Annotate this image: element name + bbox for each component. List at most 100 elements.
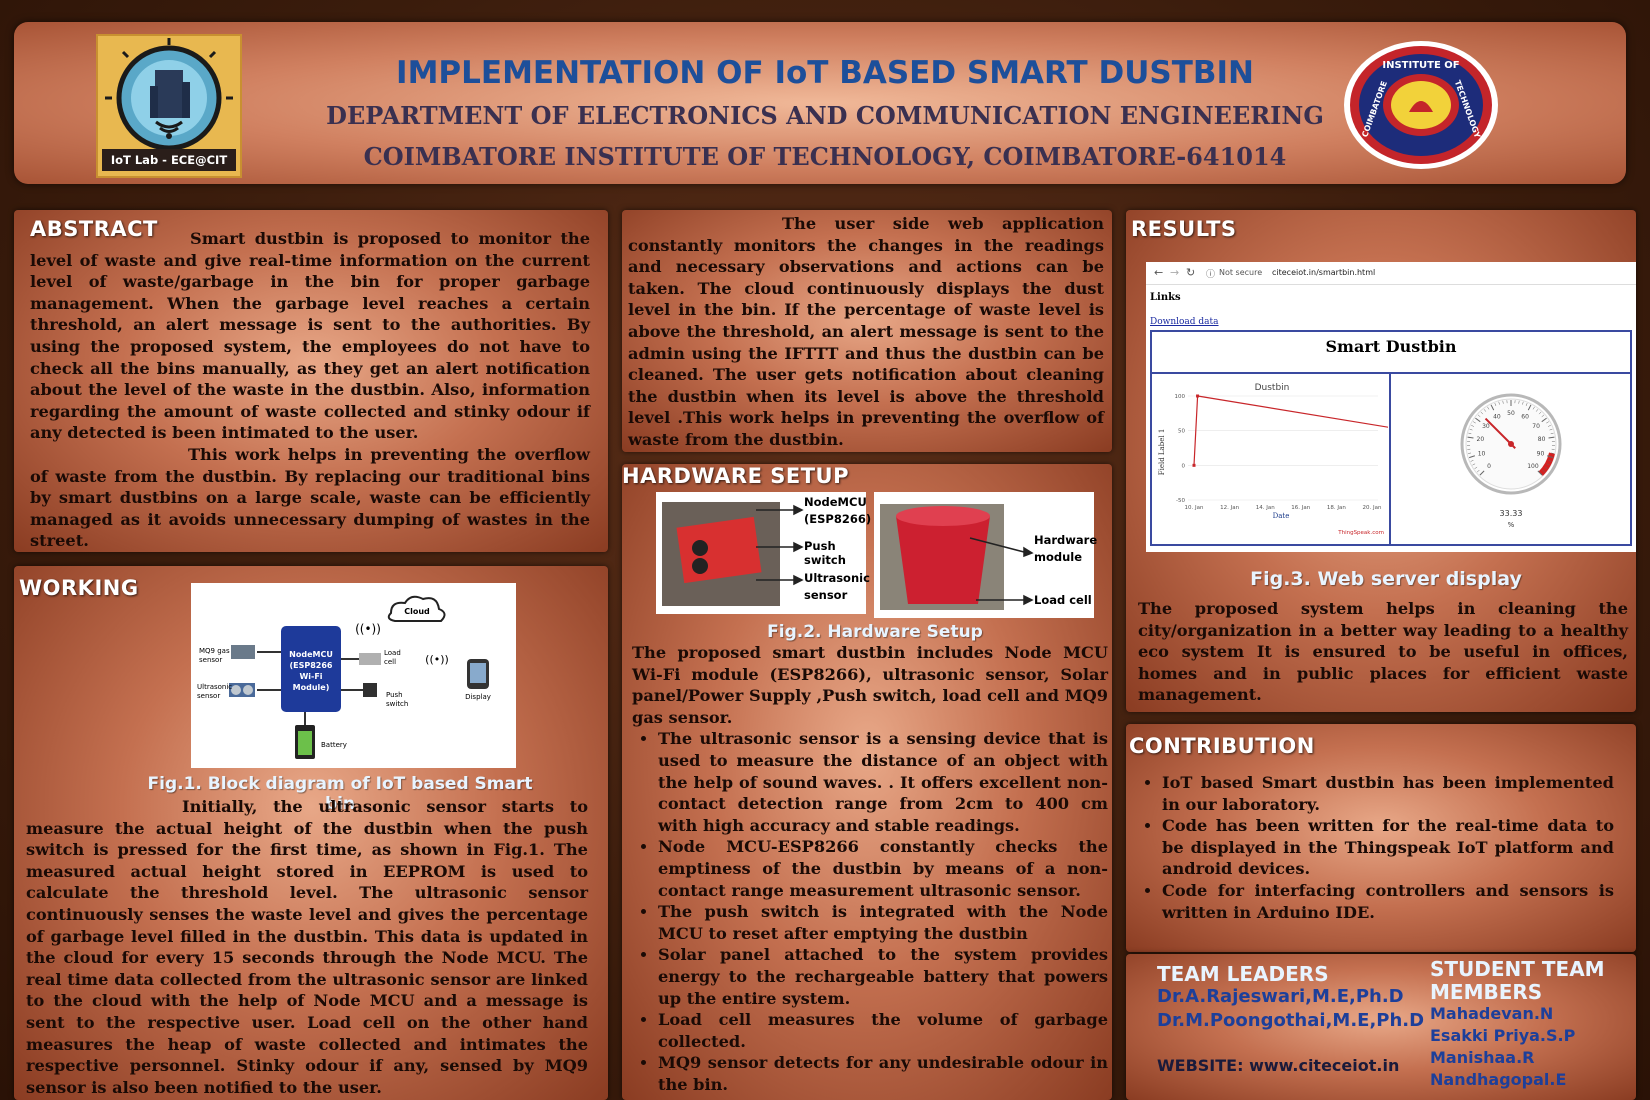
middle-top-text: The user side web application constantly… [628,213,1104,451]
working-text: Initially, the ultrasonic sensor starts … [26,796,588,1098]
hardware-title: HARDWARE SETUP [622,464,849,488]
chart-xtick-label: 12. Jan [1220,505,1239,511]
working-paragraph: Initially, the ultrasonic sensor starts … [26,797,588,1097]
gauge-tick [1538,411,1542,415]
gauge-tick [1549,428,1553,431]
abstract-para-1: Smart dustbin is proposed to monitor the… [30,229,590,443]
chart-credit: ThingSpeak.com [1337,530,1384,536]
diagram-push-label: Push switch [386,691,409,708]
dustbin-title-row [1150,330,1632,374]
student-team-title-line1: STUDENT TEAM [1430,957,1605,981]
chart-point [1196,394,1200,398]
website-label: WEBSITE: www.citeceiot.in [1157,1056,1400,1075]
team-panel [1126,954,1636,1100]
cloud-icon [387,595,446,622]
gauge-tick [1467,436,1474,439]
gauge-tick-label: 10 [1478,451,1486,458]
gauge-tick [1550,432,1554,435]
links-label: Links [1150,292,1181,303]
panel-divider [1389,372,1391,546]
gauge-tick [1470,460,1474,462]
chart-ytick-label: 0 [1182,463,1186,469]
hardware-bullet: The push switch is integrated with the N… [658,901,1108,944]
fig3-caption: Fig.3. Web server display [1250,568,1522,590]
diagram-nodemcu-label: NodeMCU (ESP8266 Wi-Fi Module) [289,650,333,692]
gauge-tick-label: 70 [1532,423,1540,430]
gauge-tick [1502,400,1504,404]
team-leaders-title: TEAM LEADERS [1157,962,1329,986]
gauge-tick [1547,425,1551,427]
gauge-tick [1476,469,1480,473]
dustbin-page-frame [1150,330,1632,546]
gauge-tick [1546,421,1549,424]
hardware-bullets: The ultrasonic sensor is a sensing devic… [632,728,1108,1095]
fig1-caption: Fig.1. Block diagram of IoT based Smart … [147,774,533,814]
chart-xtick-label: 16. Jan [1291,505,1310,511]
gauge-tick [1550,452,1554,454]
chart-ytick-label: 50 [1178,429,1185,435]
download-data-link[interactable]: Download data [1150,317,1219,327]
contribution-text: IoT based Smart dustbin has been impleme… [1136,772,1614,923]
contribution-title: CONTRIBUTION [1129,734,1315,758]
chart-xtick-label: 10. Jan [1185,505,1204,511]
contribution-bullets: IoT based Smart dustbin has been impleme… [1136,772,1614,923]
gauge-tick-label: 40 [1493,413,1501,420]
gauge-tick [1541,417,1547,423]
gauge-tick [1468,432,1472,435]
gauge-tick-label: 60 [1521,413,1529,420]
chart-ylabel: Field Label 1 [1158,429,1166,476]
results-text: The proposed system helps in cleaning th… [1138,599,1628,705]
gauge-tick [1548,436,1555,439]
department-name: DEPARTMENT OF ELECTRONICS AND COMMUNICAT… [326,101,1324,130]
abstract-text: Smart dustbin is proposed to monitor the… [30,228,590,552]
diagram-loadcell-label: Load cell [384,649,401,666]
svg-text:((•)): ((•)) [425,653,449,666]
chart-title: Dustbin [1255,383,1290,393]
contribution-bullet: Code for interfacing controllers and sen… [1162,880,1614,923]
gauge-tick [1527,404,1532,411]
diagram-display-label: Display [465,693,491,701]
diagram-battery-label: Battery [321,741,347,749]
dustbin-page-title: Smart Dustbin [1325,337,1457,356]
student-member: Nandhagopal.E [1430,1070,1567,1089]
gauge-tick [1473,421,1476,424]
hardware-bullet: Solar panel attached to the system provi… [658,944,1108,1009]
working-title: WORKING [19,576,139,600]
gauge-tick [1477,414,1481,418]
iot-lab-logo: IoT Lab - ECE@CIT [96,34,242,178]
hardware-bullet: Node MCU-ESP8266 constantly checks the e… [658,836,1108,901]
gauge-tick-label: 30 [1482,423,1490,430]
cit-seal-icon: INSTITUTE OF COIMBATORE TECHNOLOGY [1344,41,1498,169]
gauge-tick [1518,400,1520,404]
abstract-title: ABSTRACT [30,217,158,241]
chart-xtick-label: 20. Jan [1363,505,1382,511]
institute-name: COIMBATORE INSTITUTE OF TECHNOLOGY, COIM… [363,142,1287,171]
gauge-tick [1490,404,1495,411]
gauge-value: 33.33 [1500,509,1523,518]
team-leader: Dr.A.Rajeswari,M.E,Ph.D [1157,986,1404,1007]
gauge-tick [1468,452,1472,454]
middle-top-panel [622,210,1112,452]
gauge-tick [1532,406,1535,410]
info-icon: ⓘ [1206,270,1216,280]
hw-label-ultrasonic: Ultrasonic sensor [804,571,870,602]
poster-title: IMPLEMENTATION OF IoT BASED SMART DUSTBI… [396,55,1254,91]
gauge-tick [1480,411,1484,415]
lightbulb-city-icon [102,38,236,171]
chart-series-line [1193,395,1388,466]
gauge-tick [1522,401,1524,405]
cit-emblem: INSTITUTE OF COIMBATORE TECHNOLOGY [1343,40,1499,170]
gauge-tick [1483,409,1487,412]
student-team-title-line2: MEMBERS [1430,980,1543,1004]
contribution-panel [1126,724,1636,952]
hardware-bullet: Load cell measures the volume of garbage… [658,1009,1108,1052]
hw-label-nodemcu: NodeMCU (ESP8266) [804,495,872,526]
gauge-tick [1494,402,1497,406]
hw-label-module: Hardware module [1034,533,1098,564]
middle-top-paragraph: The user side web application constantly… [628,214,1104,449]
gauge-tick [1472,463,1476,466]
block-diagram: ((•)) ((•)) [229,595,489,759]
gauge-tick [1468,455,1476,459]
gauge-tick-label: 100 [1527,463,1539,470]
gauge-tick-label: 50 [1507,410,1515,417]
